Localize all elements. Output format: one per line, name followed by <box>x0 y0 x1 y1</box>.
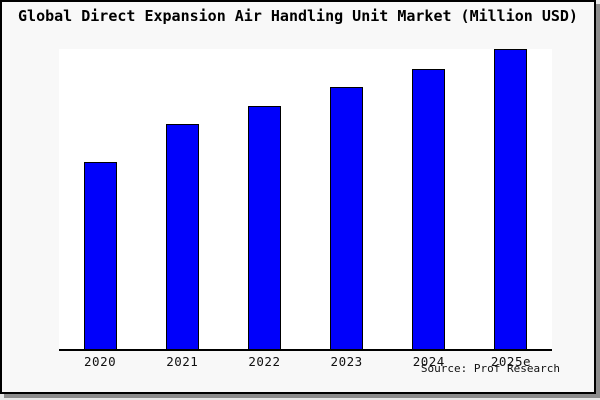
source-note: Source: Prof Research <box>420 362 560 375</box>
bar-2023 <box>330 86 364 349</box>
bar-2022 <box>247 106 281 349</box>
bar-slot <box>59 49 141 349</box>
x-tick-label-2022: 2022 <box>248 354 281 369</box>
bar-slot <box>388 49 470 349</box>
bar-slot <box>470 49 552 349</box>
x-tick-label-2021: 2021 <box>166 354 199 369</box>
x-tick-label-2020: 2020 <box>84 354 117 369</box>
bar-slot <box>141 49 223 349</box>
bar-slot <box>306 49 388 349</box>
x-tick-label-2023: 2023 <box>330 354 363 369</box>
plot-area <box>59 49 552 351</box>
bar-2024 <box>412 68 446 349</box>
x-tick-label-2024: 2024 <box>412 354 445 369</box>
x-tick-label-2025e: 2025e <box>490 354 532 369</box>
bar-2020 <box>83 161 117 349</box>
x-axis-labels: 2020 2021 2022 2023 2024 2025e <box>59 354 552 369</box>
bar-2021 <box>165 124 199 349</box>
bar-slot <box>223 49 305 349</box>
chart-title: Global Direct Expansion Air Handling Uni… <box>18 7 578 25</box>
bars-container <box>59 49 552 349</box>
bar-2025e <box>494 49 528 349</box>
